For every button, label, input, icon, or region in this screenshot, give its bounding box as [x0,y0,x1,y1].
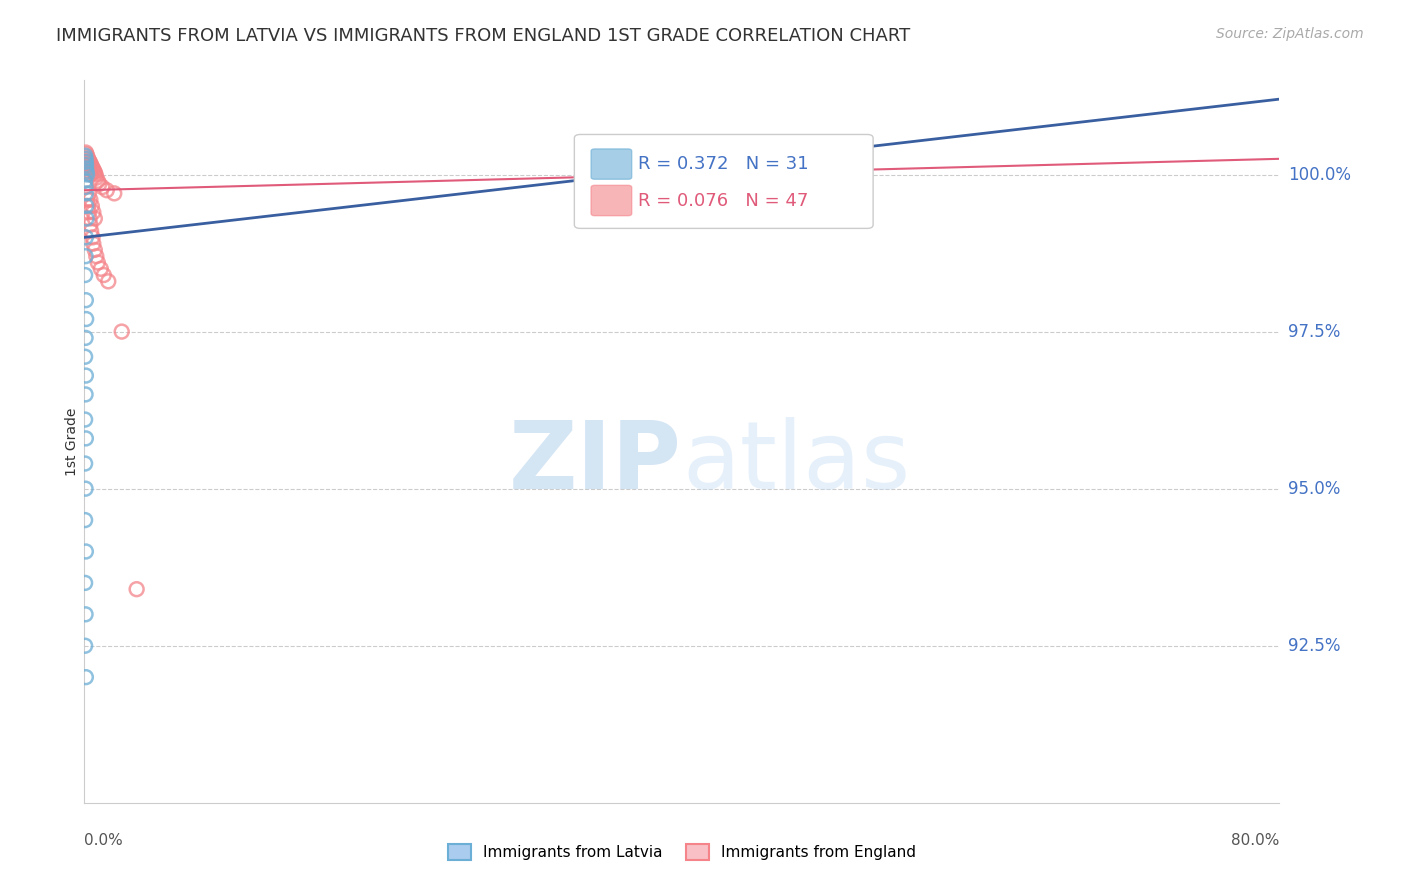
Point [76,150,98,164]
Text: IMMIGRANTS FROM LATVIA VS IMMIGRANTS FROM ENGLAND 1ST GRADE CORRELATION CHART: IMMIGRANTS FROM LATVIA VS IMMIGRANTS FRO… [56,27,911,45]
Point [75,457,97,471]
Point [76,168,98,182]
Point [89,177,111,191]
Point [87,174,110,188]
Point [75,670,97,684]
Point [76,155,98,169]
FancyBboxPatch shape [591,186,631,216]
Point [76,158,98,172]
Point [75,145,97,160]
Text: atlas: atlas [682,417,910,509]
Point [76,211,98,226]
Point [77,152,100,166]
Point [97,274,120,288]
Point [80,160,103,174]
Point [75,312,97,326]
Point [75,180,97,194]
Point [79,193,101,207]
Point [76,147,98,161]
Point [90,261,112,276]
Point [76,193,98,207]
Point [86,170,108,185]
Text: 0.0%: 0.0% [84,833,124,848]
Point [75,149,97,163]
Point [75,331,97,345]
Point [111,325,134,339]
Point [77,186,100,201]
Point [80,199,103,213]
Point [75,482,97,496]
Text: 92.5%: 92.5% [1288,637,1340,655]
Text: 95.0%: 95.0% [1288,480,1340,498]
Point [75,268,97,282]
Point [103,186,125,201]
Point [79,164,101,178]
Point [96,183,118,197]
Point [80,224,103,238]
Point [75,350,97,364]
Point [75,607,97,622]
Text: Source: ZipAtlas.com: Source: ZipAtlas.com [1216,27,1364,41]
Point [79,218,101,232]
Point [79,211,101,226]
Point [82,205,104,219]
Legend: Immigrants from Latvia, Immigrants from England: Immigrants from Latvia, Immigrants from … [449,844,915,860]
Point [700,162,723,177]
Point [79,168,101,182]
Point [82,161,104,176]
FancyBboxPatch shape [591,149,631,179]
Text: R = 0.372   N = 31: R = 0.372 N = 31 [638,155,808,173]
Point [82,162,104,177]
Y-axis label: 1st Grade: 1st Grade [65,408,79,475]
Point [79,155,101,169]
Point [77,205,100,219]
Text: 80.0%: 80.0% [1232,833,1279,848]
Point [83,164,105,178]
Point [75,412,97,426]
Point [82,230,104,244]
Point [86,249,108,263]
Text: R = 0.076   N = 47: R = 0.076 N = 47 [638,192,808,210]
Point [77,161,100,176]
Point [75,575,97,590]
Text: 97.5%: 97.5% [1288,323,1340,341]
Point [75,293,97,308]
Point [76,164,98,178]
Point [75,368,97,383]
Point [75,544,97,558]
Point [79,156,101,170]
Point [83,243,105,257]
Point [91,180,114,194]
Point [87,255,110,269]
Point [77,153,100,168]
Point [75,639,97,653]
Point [75,199,97,213]
Point [75,431,97,445]
Point [77,199,100,213]
Point [93,268,115,282]
Point [84,168,107,182]
Point [75,158,97,172]
Point [82,236,104,251]
Point [83,166,105,180]
Point [75,513,97,527]
Text: ZIP: ZIP [509,417,682,509]
Point [75,387,97,401]
Point [75,174,97,188]
Point [75,152,97,166]
Point [75,155,97,169]
FancyBboxPatch shape [575,135,873,228]
Point [125,582,148,597]
Point [83,211,105,226]
Point [75,186,97,201]
Point [80,158,103,172]
Point [75,230,97,244]
Text: 100.0%: 100.0% [1288,166,1351,184]
Point [75,249,97,263]
Point [75,161,97,176]
